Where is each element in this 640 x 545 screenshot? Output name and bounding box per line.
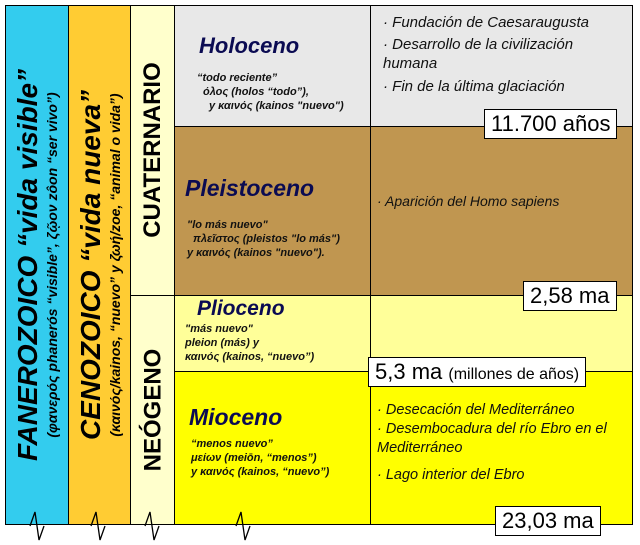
age-mioceno: 23,03 ma [495, 506, 601, 536]
neogeno-column: NEÓGENO [131, 295, 175, 525]
event-lago-ebro: · Lago interior del Ebro [377, 467, 525, 483]
break-marker-4 [235, 511, 251, 541]
holoceno-events: · Fundación de Caesaraugusta · Desarroll… [371, 5, 633, 126]
cenozoico-column: CENOZOICO “vida nueva” (καινός/kainos, “… [69, 5, 131, 525]
fanerozoico-column: FANEROZOICO “vida visible” (φανερός phan… [5, 5, 69, 525]
pleistoceno-notes: "lo más nuevo" πλεῖστος (pleistos "lo má… [187, 219, 340, 259]
age-plioceno: 5,3 ma (millones de años) [368, 357, 587, 387]
age-holoceno: 11.700 años [484, 109, 618, 139]
plioceno-name: Plioceno [197, 297, 285, 320]
mioceno-events: · Desecación del Mediterráneo · Desemboc… [371, 371, 633, 525]
age-pleistoceno: 2,58 ma [523, 281, 617, 311]
pleistoceno-events: · Aparición del Homo sapiens [371, 126, 633, 295]
fanerozoico-title: FANEROZOICO “vida visible” [12, 68, 43, 462]
plioceno-notes: "más nuevo" pleion (más) y καινός (kaino… [185, 323, 315, 363]
plioceno-cell: Plioceno "más nuevo" pleion (más) y καιν… [175, 295, 371, 371]
pleistoceno-name: Pleistoceno [185, 175, 315, 201]
break-markers [29, 511, 251, 541]
mioceno-name: Mioceno [189, 404, 283, 430]
cuaternario-column: CUATERNARIO [131, 5, 175, 295]
break-marker-3 [144, 511, 160, 541]
holoceno-name: Holoceno [199, 33, 300, 58]
event-caesaraugusta: · Fundación de Caesaraugusta [383, 14, 589, 31]
event-desembocadura: · Desembocadura del río Ebro en el Medit… [377, 421, 607, 456]
break-marker-2 [90, 511, 106, 541]
holoceno-notes: “todo reciente” όλος (holos “todo”), y κ… [197, 72, 344, 112]
break-marker-1 [29, 511, 45, 541]
pleistoceno-cell: Pleistoceno "lo más nuevo" πλεῖστος (ple… [175, 126, 371, 295]
mioceno-cell: Mioceno “menos nuevo” μείων (meiōn, “men… [175, 371, 371, 525]
fanerozoico-subtitle: (φανερός phanerós “visible”, ζῷον zôon “… [44, 92, 60, 438]
cenozoico-label: CENOZOICO “vida nueva” (καινός/kainos, “… [75, 89, 124, 441]
event-desecacion: · Desecación del Mediterráneo [377, 402, 575, 418]
fanerozoico-label: FANEROZOICO “vida visible” (φανερός phan… [12, 68, 61, 462]
cenozoico-title: CENOZOICO “vida nueva” [75, 89, 107, 441]
event-civilizacion: · Desarrollo de la civilización humana [383, 36, 574, 72]
event-glaciacion: · Fin de la última glaciación [383, 78, 565, 95]
mioceno-notes: “menos nuevo” μείων (meiōn, “menos”) y κ… [191, 438, 330, 478]
event-homo-sapiens: · Aparición del Homo sapiens [377, 193, 560, 209]
neogeno-title: NEÓGENO [139, 348, 166, 472]
holoceno-cell: Holoceno “todo reciente” όλος (holos “to… [175, 5, 371, 126]
cenozoico-subtitle: (καινός/kainos, “nuevo” y ζωή/zoe, “anim… [107, 93, 124, 437]
cuaternario-title: CUATERNARIO [139, 62, 167, 238]
